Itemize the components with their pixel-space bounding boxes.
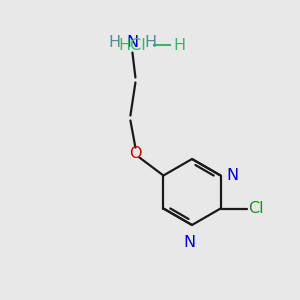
Text: Cl: Cl bbox=[249, 201, 264, 216]
Text: H: H bbox=[173, 38, 185, 52]
Text: H: H bbox=[108, 35, 121, 50]
Text: N: N bbox=[126, 35, 139, 50]
Text: N: N bbox=[226, 168, 239, 183]
Text: H: H bbox=[144, 35, 157, 50]
Text: N: N bbox=[183, 235, 195, 250]
Text: O: O bbox=[129, 146, 142, 161]
Text: HCl: HCl bbox=[118, 38, 146, 52]
